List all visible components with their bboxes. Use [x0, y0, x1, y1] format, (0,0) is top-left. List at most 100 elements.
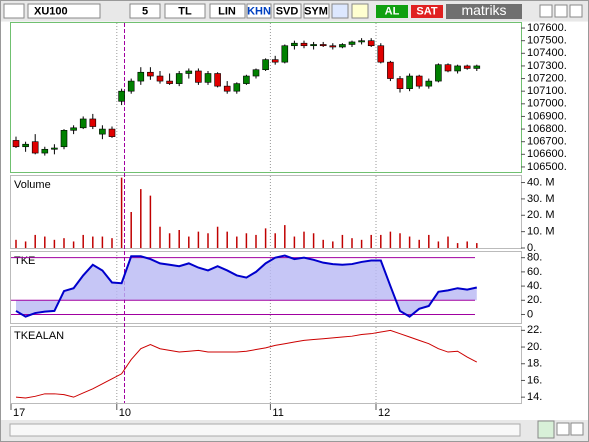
candle-body — [60, 130, 68, 148]
candle-body — [204, 73, 212, 83]
y-tick-label: 30. M — [527, 193, 555, 205]
candle-body — [310, 44, 317, 47]
candle-body — [358, 40, 365, 43]
buy-label: AL — [385, 5, 400, 17]
candle-body — [108, 128, 116, 137]
y-tick-label: 107100. — [527, 85, 567, 97]
panel-title: Volume — [14, 179, 51, 191]
candle-body — [329, 45, 337, 48]
y-tick-label: 60. — [527, 266, 542, 278]
icon-button[interactable] — [331, 3, 349, 19]
chart-icon[interactable] — [3, 3, 25, 19]
y-tick-label: 10. M — [527, 226, 555, 238]
candle-body — [137, 71, 145, 82]
y-tick-label: 20. — [527, 341, 542, 353]
candle-body — [300, 42, 308, 47]
candle-body — [70, 127, 77, 131]
button[interactable] — [303, 3, 330, 19]
currency-box[interactable] — [164, 3, 206, 19]
candle-body — [377, 45, 385, 63]
period: 5 — [142, 5, 148, 17]
tkealan-panel — [10, 326, 522, 404]
sell-button[interactable] — [411, 5, 443, 18]
indicator-line — [15, 254, 478, 318]
candle-body — [22, 143, 29, 148]
scale: LIN — [218, 5, 236, 17]
brand-box — [446, 4, 522, 19]
y-tick-label: 107300. — [527, 60, 567, 72]
candle-body — [262, 59, 269, 71]
y-tick-label: 0 — [527, 308, 533, 320]
y-tick-label: 106800. — [527, 123, 567, 135]
candle-body — [118, 90, 125, 102]
scale-box[interactable] — [209, 3, 246, 19]
button-label: KHN — [247, 5, 271, 17]
button-label: SYM — [304, 5, 328, 17]
scroll-left[interactable] — [556, 422, 570, 436]
y-tick-label: 107500. — [527, 35, 567, 47]
candle-body — [339, 44, 346, 48]
candle-body — [99, 128, 106, 135]
y-tick-label: 106600. — [527, 148, 567, 160]
y-tick-label: 14. — [527, 391, 542, 403]
x-tick-label: 10 — [119, 407, 131, 419]
close-button[interactable] — [569, 4, 583, 18]
candle-body — [415, 75, 423, 87]
candle-body — [319, 44, 327, 47]
candle-body — [387, 61, 394, 79]
candle-body — [243, 75, 250, 84]
y-tick-label: 80. — [527, 252, 542, 264]
buy-button[interactable] — [376, 5, 408, 18]
candle-body — [195, 70, 202, 83]
x-tick-label: 17 — [13, 407, 25, 419]
candle-body — [396, 78, 404, 89]
symbol: XU100 — [34, 5, 68, 17]
currency: TL — [178, 5, 192, 17]
candle-body — [41, 148, 49, 154]
x-tick-label: 11 — [272, 407, 283, 419]
symbol-box[interactable] — [27, 3, 101, 19]
chart-area — [1, 22, 588, 420]
button[interactable] — [273, 3, 302, 19]
y-tick-label: 40. — [527, 280, 542, 292]
y-tick-label: 16. — [527, 374, 542, 386]
scroll-right[interactable] — [570, 422, 584, 436]
candle-body — [214, 73, 221, 87]
y-tick-label: 18. — [527, 358, 542, 370]
refresh-button[interactable] — [537, 420, 555, 439]
candle-body — [89, 118, 97, 127]
y-tick-label: 107600. — [527, 22, 567, 34]
y-tick-label: 106900. — [527, 110, 567, 122]
candle-body — [127, 80, 135, 92]
scroll-track[interactable] — [9, 423, 521, 437]
window-button[interactable] — [554, 4, 568, 18]
candle-body — [348, 41, 356, 45]
y-tick-label: 20. — [527, 294, 542, 306]
candle-body — [367, 40, 375, 47]
icon-button[interactable] — [351, 3, 369, 19]
tke-panel — [10, 251, 522, 324]
y-tick-label: 107200. — [527, 72, 567, 84]
candle-body — [473, 65, 481, 69]
panel-title: TKEALAN — [14, 330, 64, 342]
candle-body — [147, 71, 154, 77]
button-label: SVD — [276, 5, 299, 17]
sell-label: SAT — [416, 5, 437, 17]
y-tick-label: 0. — [527, 242, 536, 254]
candle-body — [291, 42, 298, 47]
window-button[interactable] — [539, 4, 553, 18]
y-tick-label: 106500. — [527, 161, 567, 173]
y-tick-label: 107000. — [527, 98, 567, 110]
line-area — [16, 255, 477, 317]
button[interactable] — [246, 3, 272, 19]
x-tick-label: 12 — [378, 407, 390, 419]
panel-title: TKE — [14, 255, 35, 267]
y-tick-label: 22. — [527, 324, 542, 336]
period-box[interactable] — [129, 3, 161, 19]
candle-body — [79, 118, 87, 129]
candle-body — [425, 80, 433, 87]
candle-body — [444, 64, 452, 72]
candle-body — [175, 73, 183, 84]
